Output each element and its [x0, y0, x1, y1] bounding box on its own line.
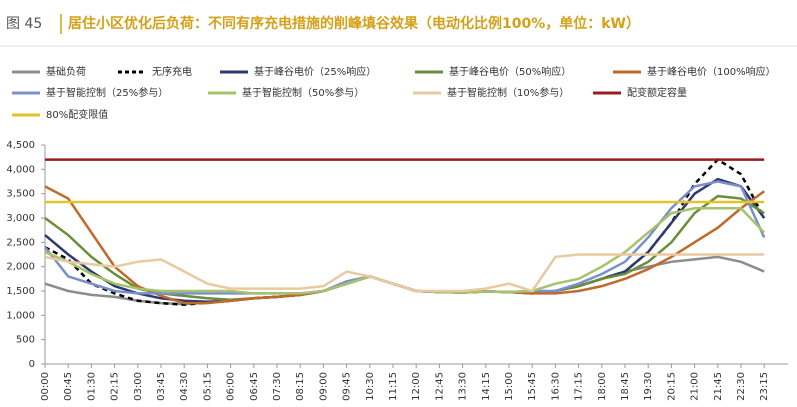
x-tick-label: 12:45 — [434, 372, 445, 401]
series-line — [44, 180, 766, 295]
x-tick-label: 09:45 — [342, 372, 353, 401]
x-tick-label: 18:00 — [597, 372, 608, 401]
x-tick-label: 16:30 — [550, 372, 561, 401]
x-tick-label: 01:30 — [86, 372, 97, 401]
y-tick-label: 2,000 — [6, 262, 35, 273]
x-tick-label: 09:00 — [318, 372, 329, 401]
chart-title: 居住小区优化后负荷：不同有序充电措施的削峰填谷效果（电动化比例100%，单位：k… — [68, 15, 640, 32]
x-tick-label: 06:45 — [249, 372, 260, 401]
y-tick-label: 500 — [16, 335, 35, 346]
legend-label: 80%配变限值 — [46, 108, 108, 121]
x-tick-label: 05:15 — [202, 372, 213, 401]
x-tick-label: 19:30 — [643, 372, 654, 401]
x-tick-label: 13:30 — [458, 372, 469, 401]
x-tick-label: 03:45 — [156, 372, 167, 401]
series-line — [44, 253, 765, 293]
legend-label: 基础负荷 — [46, 65, 86, 78]
x-tick-label: 21:45 — [713, 372, 724, 401]
x-tick-label: 22:30 — [736, 372, 747, 401]
x-tick-label: 04:30 — [179, 372, 190, 401]
x-tick-label: 12:00 — [411, 372, 422, 401]
series-line — [44, 185, 765, 305]
legend-label: 基于智能控制（10%参与） — [447, 86, 569, 99]
y-tick-label: 1,000 — [6, 310, 35, 321]
x-tick-label: 00:45 — [63, 372, 74, 401]
y-tick-label: 3,500 — [6, 189, 35, 200]
x-tick-label: 00:00 — [40, 372, 51, 401]
x-tick-label: 03:00 — [133, 372, 144, 401]
x-tick-label: 11:15 — [388, 372, 399, 401]
figure-label: 图 45 — [6, 16, 42, 32]
x-tick-label: 21:00 — [690, 372, 701, 401]
x-tick-label: 06:00 — [226, 372, 237, 401]
legend-label: 基于智能控制（25%参与） — [46, 86, 168, 99]
y-tick-label: 3,000 — [6, 213, 35, 224]
legend-label: 基于峰谷电价（100%响应） — [647, 65, 776, 78]
series-line — [44, 177, 766, 303]
x-tick-label: 07:30 — [272, 372, 283, 401]
y-tick-label: 4,500 — [6, 140, 35, 151]
x-tick-label: 18:45 — [620, 372, 631, 401]
legend-label: 基于峰谷电价（50%响应） — [449, 65, 571, 78]
series-line — [44, 207, 766, 295]
y-tick-label: 4,000 — [6, 164, 35, 175]
y-tick-label: 0 — [29, 359, 35, 370]
legend-label: 无序充电 — [152, 65, 192, 78]
legend-label: 基于智能控制（50%参与） — [242, 86, 364, 99]
series-line — [44, 194, 765, 302]
x-tick-label: 23:15 — [759, 372, 770, 401]
y-tick-label: 2,500 — [6, 237, 35, 248]
x-tick-label: 17:15 — [574, 372, 585, 401]
x-tick-label: 15:00 — [504, 372, 515, 401]
y-tick-label: 1,500 — [6, 286, 35, 297]
x-tick-label: 10:30 — [365, 372, 376, 401]
x-tick-label: 15:45 — [527, 372, 538, 401]
x-tick-label: 20:15 — [666, 372, 677, 401]
legend-label: 配变额定容量 — [627, 86, 687, 99]
x-tick-label: 02:15 — [110, 372, 121, 401]
x-tick-label: 14:15 — [481, 372, 492, 401]
x-tick-label: 08:15 — [295, 372, 306, 401]
legend-label: 基于峰谷电价（25%响应） — [254, 65, 376, 78]
series-line — [44, 157, 766, 306]
